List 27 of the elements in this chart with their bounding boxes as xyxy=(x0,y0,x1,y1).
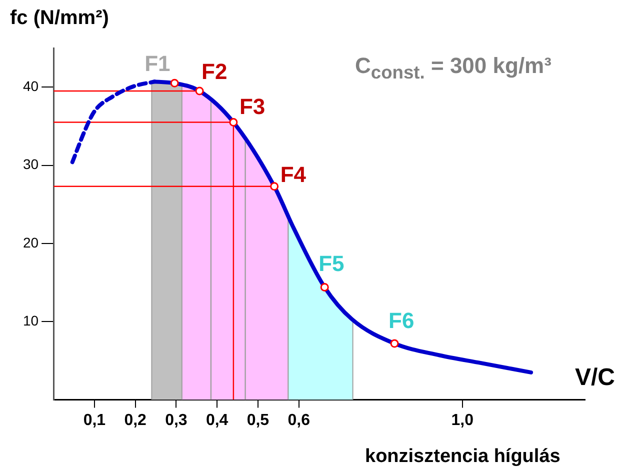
x-tick-label: 0,4 xyxy=(206,412,228,429)
y-tick-label: 10 xyxy=(22,312,39,328)
x-tick-label: 0,2 xyxy=(124,412,147,429)
point xyxy=(229,118,238,127)
point xyxy=(320,282,329,292)
annotation: F1 xyxy=(144,51,170,76)
annotation: F6 xyxy=(388,308,414,332)
annotation: F5 xyxy=(318,251,344,276)
annotation: F4 xyxy=(280,162,306,188)
x-tick-label: 0,5 xyxy=(246,412,270,429)
y-axis-title: fc (N/mm²) xyxy=(10,7,109,29)
y-tick-label: 20 xyxy=(22,234,39,250)
text: konzisztencia hígulás xyxy=(365,446,560,467)
x-tick-label: 0,1 xyxy=(83,412,106,429)
x-tick-label: 0,3 xyxy=(165,412,188,429)
x-tick-label: 1,0 xyxy=(451,412,474,429)
point xyxy=(270,182,279,191)
y-tick-label: 40 xyxy=(22,78,39,94)
point xyxy=(390,339,399,348)
annotation: F3 xyxy=(239,94,266,120)
point xyxy=(170,78,179,88)
x-tick-label: 0,6 xyxy=(288,412,310,429)
y-tick-label: 30 xyxy=(22,156,39,172)
point xyxy=(195,86,204,96)
x-axis-title: V/C xyxy=(575,364,616,391)
annotation: C$_{const.}$ = 300 kg/m³ xyxy=(355,53,552,82)
annotation: F2 xyxy=(202,58,228,84)
